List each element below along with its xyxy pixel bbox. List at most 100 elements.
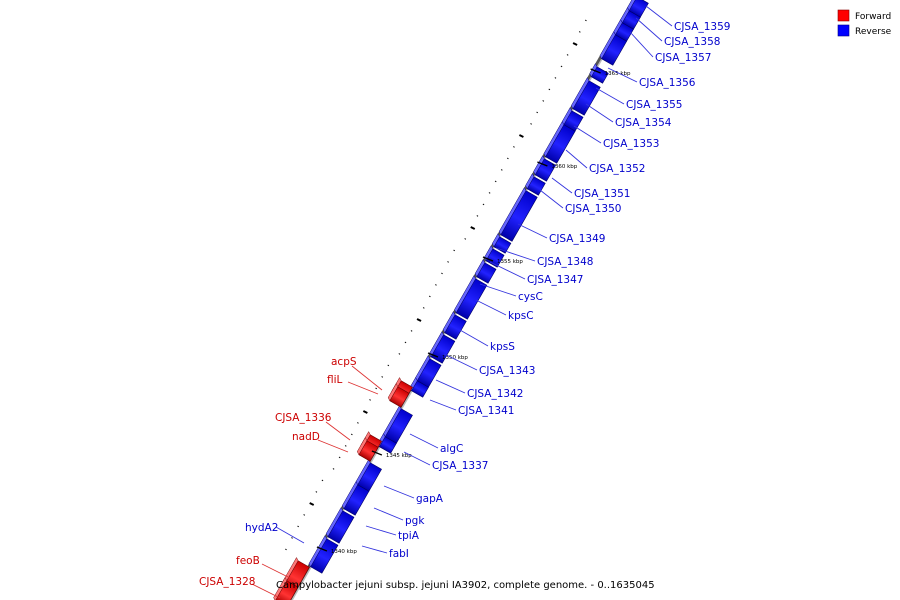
reverse-gene-label[interactable]: CJSA_1348 bbox=[495, 247, 593, 268]
reverse-gene-label[interactable]: CJSA_1354 bbox=[585, 103, 672, 129]
reverse-gene-label[interactable]: CJSA_1359 bbox=[645, 5, 730, 33]
ruler-mark bbox=[332, 468, 335, 470]
reverse-gene-label[interactable]: fabI bbox=[361, 545, 409, 560]
forward-gene-arrow bbox=[357, 437, 379, 462]
reverse-gene-label[interactable]: CJSA_1355 bbox=[595, 87, 682, 111]
reverse-gene-label[interactable]: CJSA_1349 bbox=[517, 223, 605, 245]
tick-label: 1350 kbp bbox=[442, 355, 468, 361]
svg-text:CJSA_1343: CJSA_1343 bbox=[479, 365, 535, 377]
forward-gene-labels: acpS fliL CJSA_1336 nadD feoB CJSA_1328 bbox=[199, 356, 383, 599]
ruler-mark bbox=[422, 307, 425, 309]
ruler-mark bbox=[375, 387, 378, 390]
tick-mark bbox=[590, 68, 601, 74]
reverse-gene-label[interactable]: kpsS bbox=[459, 329, 515, 353]
forward-gene-label[interactable]: CJSA_1336 bbox=[275, 412, 351, 441]
reverse-gene-arrow bbox=[342, 481, 370, 516]
forward-gene-label[interactable]: nadD bbox=[292, 431, 349, 453]
reverse-gene-label[interactable]: CJSA_1343 bbox=[443, 353, 535, 377]
ruler-mark bbox=[441, 272, 443, 275]
ruler-mark bbox=[350, 433, 353, 436]
svg-text:CJSA_1353: CJSA_1353 bbox=[603, 138, 659, 150]
ruler-marks bbox=[285, 19, 587, 551]
reverse-gene-label[interactable]: CJSA_1351 bbox=[551, 177, 630, 200]
reverse-gene-label[interactable]: CJSA_1350 bbox=[539, 189, 621, 215]
ruler-mark bbox=[369, 399, 371, 401]
reverse-gene-label[interactable]: CJSA_1347 bbox=[489, 261, 583, 286]
reverse-strand-genes bbox=[308, 0, 649, 574]
tick-label: 1360 kbp bbox=[551, 164, 577, 170]
ruler-mark bbox=[464, 238, 467, 240]
reverse-gene-arrow bbox=[599, 31, 628, 66]
forward-gene-label[interactable]: acpS bbox=[331, 356, 383, 391]
svg-text:CJSA_1357: CJSA_1357 bbox=[655, 52, 711, 64]
reverse-gene-arrow bbox=[543, 121, 576, 164]
reverse-gene-arrow bbox=[498, 187, 538, 242]
reverse-gene-label[interactable]: CJSA_1357 bbox=[629, 31, 711, 64]
svg-text:CJSA_1352: CJSA_1352 bbox=[589, 163, 645, 175]
svg-text:CJSA_1349: CJSA_1349 bbox=[549, 233, 605, 245]
reverse-gene-label[interactable]: algC bbox=[409, 433, 463, 455]
reverse-gene-arrow bbox=[325, 507, 355, 544]
svg-text:CJSA_1336: CJSA_1336 bbox=[275, 412, 332, 424]
tick-mark bbox=[537, 161, 548, 167]
svg-text:CJSA_1356: CJSA_1356 bbox=[639, 77, 696, 89]
ruler-mark bbox=[362, 410, 368, 414]
svg-text:fliL: fliL bbox=[327, 374, 343, 386]
ruler-mark bbox=[435, 284, 437, 286]
ruler-mark bbox=[410, 330, 413, 332]
svg-text:CJSA_1341: CJSA_1341 bbox=[458, 405, 514, 417]
ruler-mark bbox=[387, 364, 390, 367]
reverse-gene-label[interactable]: CJSA_1341 bbox=[429, 399, 514, 417]
ruler-mark bbox=[548, 88, 551, 91]
ruler-mark bbox=[344, 445, 347, 447]
reverse-gene-label[interactable]: tpiA bbox=[365, 525, 420, 542]
reverse-gene-arrow bbox=[454, 275, 488, 320]
reverse-gene-label[interactable]: hydA2 bbox=[245, 522, 305, 544]
tick-marks: 1340 kbp 1345 kbp 1350 kbp 1355 kbp 1360 kbp… bbox=[316, 68, 631, 555]
reverse-gene-label[interactable]: cysC bbox=[479, 283, 543, 303]
legend-reverse-swatch bbox=[837, 24, 850, 37]
svg-text:fabI: fabI bbox=[389, 548, 409, 560]
reverse-gene-label[interactable]: kpsC bbox=[475, 299, 534, 322]
reverse-gene-label[interactable]: gapA bbox=[383, 485, 444, 505]
svg-text:gapA: gapA bbox=[416, 493, 444, 505]
ruler-mark bbox=[560, 65, 563, 68]
reverse-gene-label[interactable]: pgk bbox=[373, 507, 425, 527]
reverse-gene-label[interactable]: CJSA_1358 bbox=[635, 17, 720, 48]
ruler-mark bbox=[476, 215, 479, 217]
tick-label: 1355 kbp bbox=[497, 259, 523, 265]
svg-text:tpiA: tpiA bbox=[398, 530, 420, 542]
ruler-mark bbox=[357, 422, 359, 424]
reverse-gene-label[interactable]: CJSA_1337 bbox=[403, 451, 488, 472]
ruler-mark bbox=[530, 123, 532, 125]
ruler-mark bbox=[470, 226, 476, 230]
svg-text:CJSA_1351: CJSA_1351 bbox=[574, 188, 630, 200]
svg-text:nadD: nadD bbox=[292, 431, 320, 443]
forward-gene-label[interactable]: CJSA_1328 bbox=[199, 576, 281, 599]
tick-mark bbox=[427, 352, 439, 358]
ruler-mark bbox=[309, 502, 315, 506]
svg-text:kpsC: kpsC bbox=[508, 310, 534, 322]
forward-strand-genes bbox=[273, 377, 413, 600]
legend-forward-label: Forward bbox=[855, 12, 891, 22]
reverse-gene-label[interactable]: CJSA_1352 bbox=[565, 149, 645, 175]
reverse-gene-label[interactable]: CJSA_1342 bbox=[435, 379, 523, 400]
ruler-mark bbox=[500, 169, 503, 171]
reverse-gene-label[interactable]: CJSA_1356 bbox=[607, 67, 696, 89]
reverse-gene-label[interactable]: CJSA_1353 bbox=[573, 125, 659, 150]
ruler-mark bbox=[554, 77, 557, 79]
svg-text:acpS: acpS bbox=[331, 356, 357, 368]
ruler-mark bbox=[536, 111, 539, 114]
reverse-gene-arrow bbox=[474, 259, 497, 284]
forward-gene-arrow bbox=[387, 383, 410, 408]
svg-text:CJSA_1358: CJSA_1358 bbox=[664, 36, 720, 48]
legend-reverse-label: Reverse bbox=[855, 27, 892, 37]
tick-mark bbox=[371, 450, 383, 456]
legend: Forward Reverse bbox=[837, 9, 892, 37]
ruler-mark bbox=[428, 295, 431, 298]
reverse-gene-arrow bbox=[571, 77, 601, 116]
svg-text:CJSA_1348: CJSA_1348 bbox=[537, 256, 593, 268]
svg-text:CJSA_1328: CJSA_1328 bbox=[199, 576, 255, 588]
forward-gene-label[interactable]: fliL bbox=[327, 374, 379, 395]
forward-gene-label[interactable]: feoB bbox=[236, 555, 291, 579]
